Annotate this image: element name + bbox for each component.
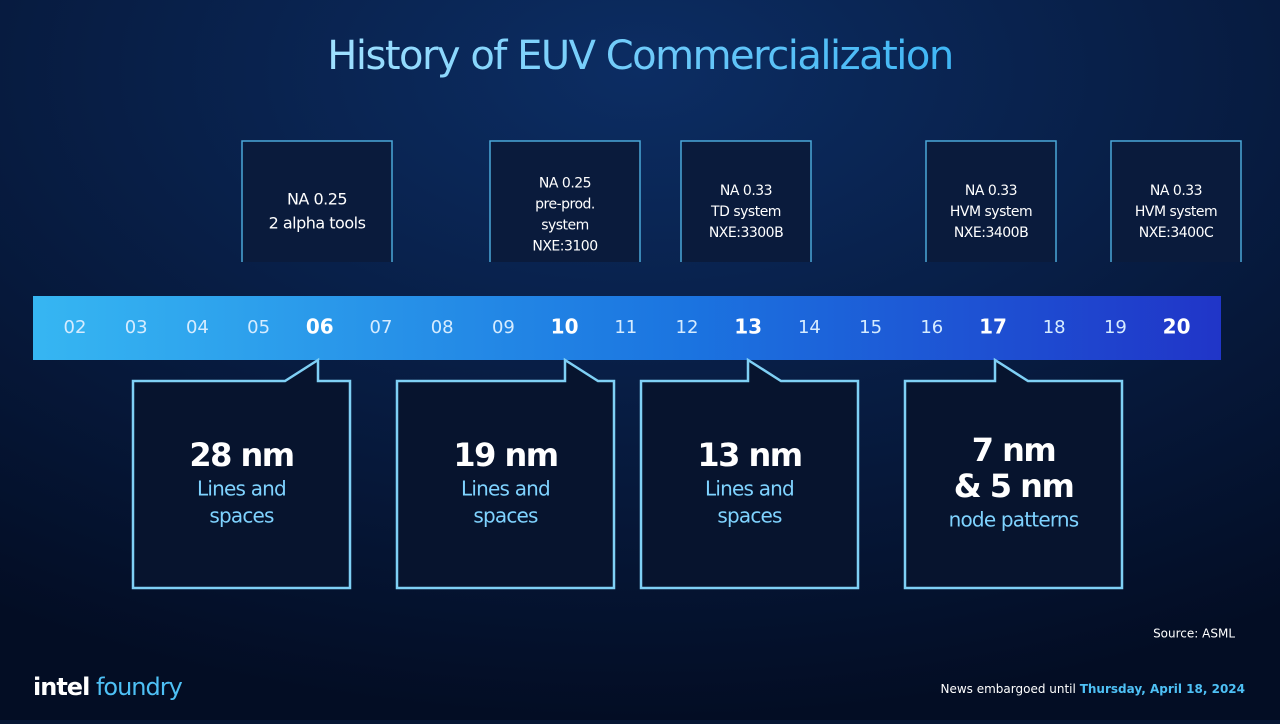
callout-detail: Lines and <box>461 477 550 501</box>
callout-detail: node patterns <box>949 508 1079 532</box>
year-label: 17 <box>979 315 1007 339</box>
year-label: 06 <box>306 315 334 339</box>
year-label: 19 <box>1104 317 1127 338</box>
timeline-bar <box>33 296 1221 360</box>
milestone-text: NXE:3300B <box>709 225 783 241</box>
milestone-box <box>241 140 393 262</box>
callout-box <box>131 357 352 590</box>
milestone-text: NA 0.33 <box>1150 183 1202 199</box>
callout-detail: Lines and <box>197 477 286 501</box>
year-label: 18 <box>1043 317 1066 338</box>
milestone-text: HVM system <box>1135 204 1217 220</box>
milestones: NA 0.25 2 alpha tools NA 0.25 pre-prod. syst… <box>241 140 1242 262</box>
milestone-box <box>680 140 812 262</box>
callout-box <box>639 357 860 590</box>
logo-foundry: foundry <box>96 673 183 701</box>
year-label: 09 <box>492 317 515 338</box>
logo-intel: intel <box>33 673 89 701</box>
milestone-box <box>925 140 1057 262</box>
callouts: 28 nm Lines and spaces 19 nm Lines and spaces… <box>131 357 1124 590</box>
milestone-text: 2 alpha tools <box>269 214 366 233</box>
milestone-text: NA 0.33 <box>965 183 1017 199</box>
embargo: News embargoed until Thursday, April 18,… <box>940 682 1245 696</box>
year-label: 04 <box>186 317 209 338</box>
year-label: 07 <box>370 317 393 338</box>
embargo-date: Thursday, April 18, 2024 <box>1080 682 1245 696</box>
year-label: 03 <box>125 317 148 338</box>
callout-headline: 28 nm <box>189 436 293 474</box>
milestone-text: NXE:3400C <box>1139 225 1214 241</box>
callout-headline: 19 nm <box>453 436 557 474</box>
year-label: 05 <box>247 317 270 338</box>
callout-box <box>395 357 616 590</box>
milestone-text: pre-prod. <box>535 197 595 213</box>
logo: intel foundry <box>33 673 183 701</box>
year-label: 02 <box>64 317 87 338</box>
callout-headline: 13 nm <box>697 436 801 474</box>
year-label: 11 <box>614 317 637 338</box>
callout-detail: spaces <box>473 504 538 528</box>
source: Source: ASML <box>1153 627 1235 641</box>
milestone-box <box>489 140 641 262</box>
year-label: 20 <box>1163 315 1191 339</box>
year-label: 10 <box>551 315 579 339</box>
year-label: 13 <box>734 315 762 339</box>
years: 02 03 04 05 06 07 08 09 10 11 12 13 14 15 16 17 18 19 20 <box>64 315 1191 339</box>
milestone-text: NA 0.25 <box>287 190 347 209</box>
callout-headline: 7 nm <box>972 431 1056 469</box>
title: History of EUV Commercialization <box>327 33 952 79</box>
callout-detail: spaces <box>209 504 274 528</box>
milestone-text: NXE:3100 <box>532 239 597 255</box>
milestone-text: HVM system <box>950 204 1032 220</box>
embargo-text: News embargoed until <box>940 682 1075 696</box>
milestone-text: system <box>541 218 589 234</box>
callout-headline: & 5 nm <box>954 467 1074 505</box>
callout-detail: Lines and <box>705 477 794 501</box>
year-label: 08 <box>431 317 454 338</box>
callout-detail: spaces <box>717 504 782 528</box>
milestone-text: NXE:3400B <box>954 225 1028 241</box>
milestone-text: NA 0.33 <box>720 183 772 199</box>
milestone-box <box>1110 140 1242 262</box>
year-label: 15 <box>859 317 882 338</box>
milestone-text: TD system <box>710 204 781 220</box>
milestone-text: NA 0.25 <box>539 176 591 192</box>
year-label: 14 <box>798 317 821 338</box>
year-label: 16 <box>920 317 943 338</box>
year-label: 12 <box>676 317 699 338</box>
callout-box <box>903 357 1124 590</box>
